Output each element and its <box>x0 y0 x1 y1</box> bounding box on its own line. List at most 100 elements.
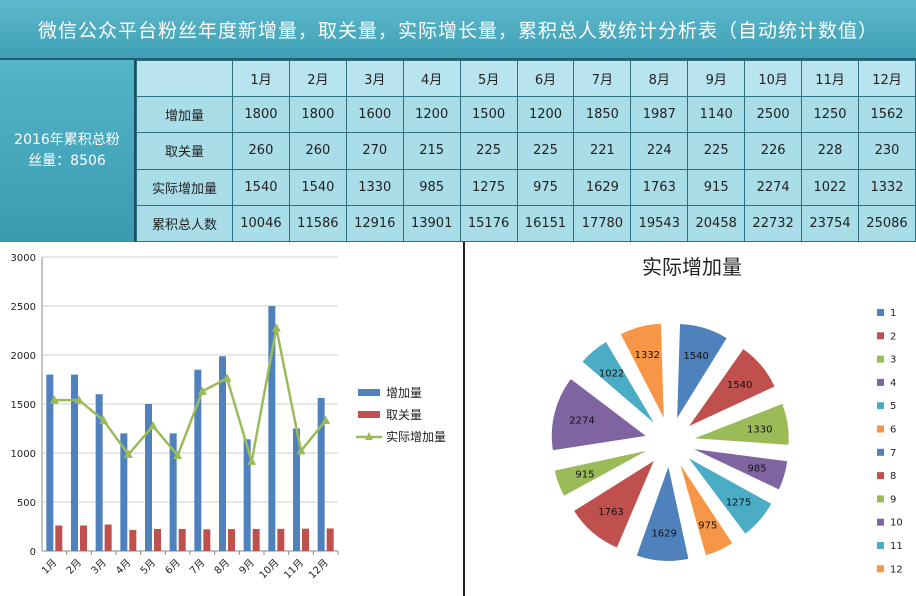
pie-slice-9 <box>554 450 647 496</box>
row-label: 取关量 <box>136 132 233 170</box>
bar-增加量 <box>120 433 128 551</box>
bar-取关量 <box>203 529 211 551</box>
y-tick-label: 500 <box>17 498 36 509</box>
x-tick-label: 5月 <box>138 557 158 577</box>
bar-增加量 <box>95 394 103 551</box>
table-row: 累积总人数 10046 11586 12916 13901 15176 16151 17780… <box>136 204 916 243</box>
x-tick-label: 9月 <box>237 557 257 577</box>
line-marker <box>49 395 59 404</box>
pie-legend-swatch <box>877 495 884 503</box>
slice-value-label: 1332 <box>635 350 660 361</box>
table-row: 实际增加量 1540 1540 1330 985 1275 975 1629 1763 915 22… <box>136 168 916 206</box>
month-header: 3月 <box>345 59 404 98</box>
table-cell: 20458 <box>687 204 746 243</box>
charts-area: 0 500 1000 1500 2000 2500 3000 1月 2月 3月 4月 5月 6月 7月 8月… <box>0 242 916 596</box>
table-cell: 1330 <box>345 168 404 206</box>
slice-value-label: 975 <box>698 521 717 532</box>
line-marker <box>247 456 257 465</box>
y-tick-label: 2000 <box>11 351 36 362</box>
x-tick-label: 7月 <box>187 557 207 577</box>
bar-取关量 <box>104 524 112 551</box>
table-cell: 915 <box>687 168 746 206</box>
stats-table-section: 2016年累积总粉丝量：8506 1月 2月 3月 4月 5月 6月 7月 8月 9月 10月 11… <box>0 59 916 243</box>
table-cell: 1562 <box>857 96 916 134</box>
table-cell: 15176 <box>459 204 518 243</box>
pie-legend-label: 2 <box>890 331 896 342</box>
table-cell: 270 <box>345 132 404 170</box>
legend-label: 增加量 <box>386 386 422 400</box>
pie-legend-swatch <box>877 518 884 526</box>
month-header: 8月 <box>630 59 689 98</box>
pie-legend-label: 6 <box>890 425 896 436</box>
table-row: 增加量 1800 1800 1600 1200 1500 1200 1850 1987 1140 2… <box>136 96 916 134</box>
table-corner-cell <box>136 59 233 98</box>
slice-value-label: 915 <box>575 470 594 481</box>
month-header: 6月 <box>516 59 575 98</box>
pie-slice-1 <box>677 324 727 419</box>
month-header: 10月 <box>744 59 803 98</box>
bar-增加量 <box>268 306 276 551</box>
table-cell: 260 <box>288 132 347 170</box>
bar-取关量 <box>80 525 87 551</box>
table-cell: 975 <box>516 168 575 206</box>
slice-value-label: 1330 <box>747 424 772 435</box>
table-cell: 22732 <box>744 204 803 243</box>
pie-slice-12 <box>620 323 664 418</box>
pie-legend-label: 12 <box>890 564 903 575</box>
month-header: 1月 <box>232 59 290 98</box>
table-cell: 1200 <box>516 96 575 134</box>
legend-swatch <box>358 411 380 418</box>
pie-slice-2 <box>689 349 775 426</box>
table-cell: 1763 <box>630 168 689 206</box>
table-cell: 1275 <box>459 168 518 206</box>
pie-legend-swatch <box>877 309 884 316</box>
pie-chart: 实际增加量15401540133098512759751629176391522… <box>551 255 903 575</box>
table-cell: 225 <box>516 132 575 170</box>
table-cell: 2274 <box>744 168 803 206</box>
bar-line-chart: 0 500 1000 1500 2000 2500 3000 1月 2月 3月 4月 5月 6月 7月 8月… <box>11 253 446 582</box>
line-marker <box>148 421 158 430</box>
pie-slice-7 <box>636 466 689 561</box>
bar-增加量 <box>169 433 177 551</box>
slice-value-label: 1540 <box>683 351 708 362</box>
slice-value-label: 1022 <box>599 368 624 379</box>
month-header: 7月 <box>573 59 632 98</box>
bar-取关量 <box>154 528 161 551</box>
pie-title: 实际增加量 <box>642 255 742 279</box>
line-marker <box>99 415 109 425</box>
line-marker <box>197 386 207 395</box>
x-tick-label: 11月 <box>282 557 307 582</box>
month-header: 4月 <box>402 59 461 98</box>
slice-value-label: 1540 <box>727 380 752 391</box>
line-marker <box>173 450 183 459</box>
table-cell: 230 <box>857 132 916 170</box>
legend-label: 取关量 <box>386 408 422 422</box>
table-cell: 1500 <box>459 96 518 134</box>
bar-增加量 <box>219 356 226 551</box>
slice-value-label: 2274 <box>569 416 594 427</box>
pie-legend-label: 7 <box>890 448 896 459</box>
legend-swatch <box>358 389 380 396</box>
pie-legend-swatch <box>877 542 884 549</box>
table-cell: 1022 <box>801 168 859 206</box>
table-cell: 215 <box>402 132 461 170</box>
line-marker <box>123 449 133 458</box>
y-tick-label: 1500 <box>11 400 36 411</box>
table-cell: 12916 <box>345 204 404 243</box>
bar-取关量 <box>55 525 63 551</box>
pie-legend-label: 10 <box>890 518 903 529</box>
row-label: 实际增加量 <box>136 168 233 206</box>
x-tick-label: 4月 <box>113 557 133 577</box>
pie-legend-swatch <box>877 472 884 480</box>
pie-slice-10 <box>551 379 646 451</box>
table-cell: 225 <box>687 132 746 170</box>
pie-legend-label: 9 <box>890 494 896 505</box>
bar-取关量 <box>252 528 260 551</box>
table-cell: 228 <box>801 132 859 170</box>
bar-取关量 <box>277 528 285 551</box>
pie-legend-label: 4 <box>890 378 896 389</box>
x-tick-label: 1月 <box>39 557 59 577</box>
line-marker <box>271 323 281 332</box>
table-cell: 226 <box>744 132 803 170</box>
slice-value-label: 1275 <box>726 498 751 509</box>
